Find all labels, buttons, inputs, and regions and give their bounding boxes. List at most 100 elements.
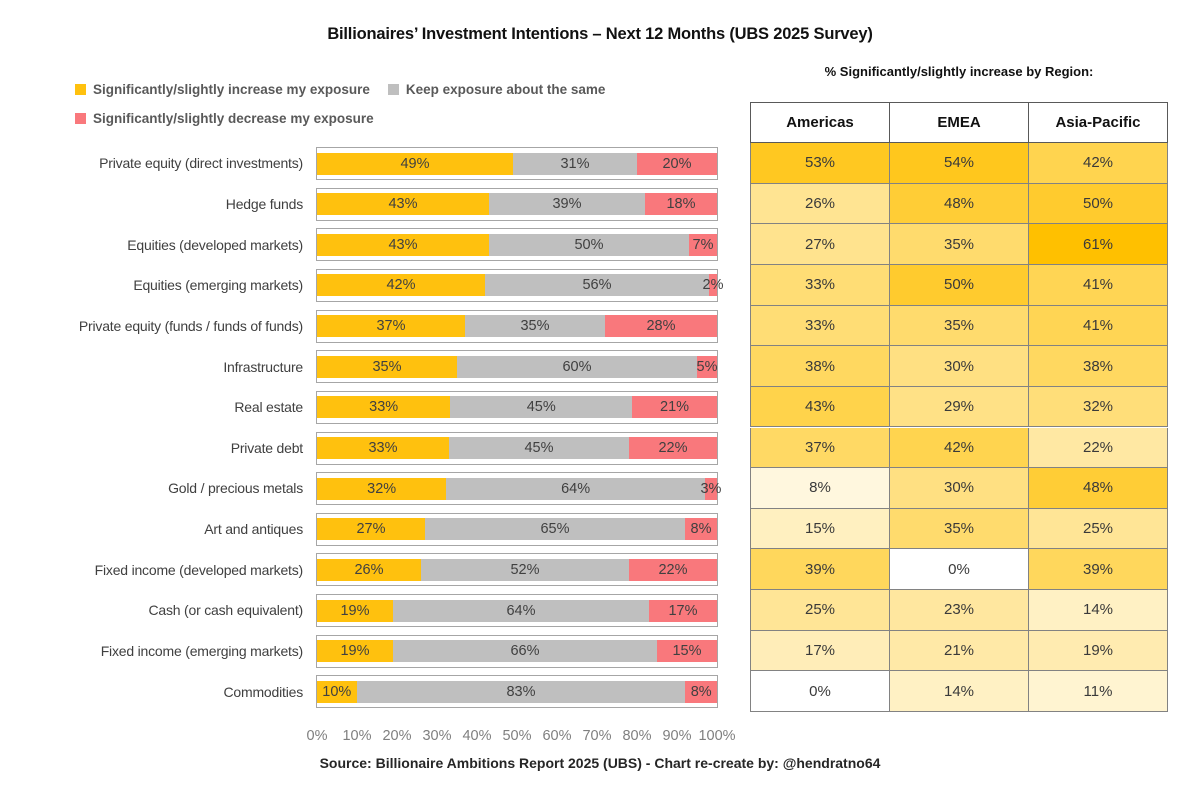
bar-segment-decrease: 20%	[637, 152, 717, 175]
region-cell-asia-pacific: 61%	[1029, 224, 1168, 265]
region-cell-asia-pacific: 50%	[1029, 183, 1168, 225]
bar-segment-decrease: 22%	[629, 558, 717, 581]
bar-value-label: 43%	[388, 196, 418, 213]
bar-value-label: 39%	[552, 196, 582, 213]
bar-track: 33% 45% 21%	[317, 396, 717, 419]
bar-segment-decrease: 8%	[685, 518, 717, 541]
region-cell-americas: 53%	[750, 143, 890, 184]
category-label: Hedge funds	[225, 195, 303, 212]
chart-row: Fixed income (emerging markets) 19% 66% …	[0, 630, 1200, 672]
region-cell-emea: 42%	[890, 427, 1029, 469]
stacked-bar: 43% 50% 7%	[316, 228, 718, 262]
category-label: Fixed income (emerging markets)	[100, 643, 304, 660]
bar-segment-increase: 33%	[317, 396, 451, 419]
region-column-header: EMEA	[889, 102, 1028, 143]
bar-value-label: 28%	[646, 318, 676, 335]
bar-value-label: 50%	[574, 236, 604, 253]
category-label: Fixed income (developed markets)	[94, 561, 304, 578]
region-cell-emea: 29%	[890, 386, 1029, 428]
region-cell-americas: 0%	[750, 671, 890, 712]
bar-value-label: 26%	[354, 561, 384, 578]
bar-segment-same: 64%	[393, 599, 649, 622]
bar-segment-increase: 26%	[317, 558, 421, 581]
stacked-bar: 19% 66% 15%	[316, 634, 718, 668]
bar-value-label: 19%	[340, 602, 370, 619]
bar-segment-same: 39%	[489, 193, 645, 216]
chart-row: Fixed income (developed markets) 26% 52%…	[0, 549, 1200, 591]
bar-value-label: 64%	[506, 602, 536, 619]
region-cells: 26% 48% 50%	[750, 183, 1168, 225]
bar-value-label: 7%	[692, 236, 714, 253]
bar-value-label: 35%	[520, 318, 550, 335]
region-cells: 43% 29% 32%	[750, 386, 1168, 428]
category-label: Equities (emerging markets)	[133, 277, 303, 294]
bar-segment-same: 35%	[465, 315, 605, 338]
bar-segment-decrease: 18%	[645, 193, 717, 216]
region-table-title: % Significantly/slightly increase by Reg…	[824, 64, 1094, 79]
region-cells: 33% 50% 41%	[750, 264, 1168, 306]
bar-value-label: 21%	[660, 399, 690, 416]
bar-segment-same: 56%	[485, 274, 709, 297]
region-cell-emea: 35%	[890, 305, 1029, 347]
bar-value-label: 32%	[367, 480, 397, 497]
bar-segment-same: 52%	[421, 558, 629, 581]
bar-value-label: 27%	[356, 521, 386, 538]
region-cell-emea: 21%	[890, 630, 1029, 672]
bar-track: 10% 83% 8%	[317, 680, 718, 703]
bar-value-label: 31%	[560, 155, 590, 172]
region-table-header: Americas EMEA Asia-Pacific	[750, 102, 1168, 143]
bar-track: 26% 52% 22%	[317, 558, 717, 581]
region-column-header: Asia-Pacific	[1028, 102, 1168, 143]
stacked-bar: 32% 64% 3%	[316, 472, 722, 506]
bar-track: 35% 60% 5%	[317, 355, 717, 378]
stacked-bar: 49% 31% 20%	[316, 147, 718, 180]
x-axis-tick: 70%	[582, 728, 612, 744]
bar-track: 43% 39% 18%	[317, 193, 717, 216]
bar-segment-increase: 49%	[317, 152, 513, 175]
bar-segment-decrease: 2%	[703, 274, 723, 297]
bar-track: 19% 66% 15%	[317, 640, 717, 663]
source-note: Source: Billionaire Ambitions Report 202…	[319, 755, 881, 771]
bar-track: 43% 50% 7%	[317, 233, 717, 256]
bar-value-label: 8%	[690, 521, 712, 538]
bar-segment-same: 64%	[446, 477, 705, 500]
x-axis-tick: 40%	[462, 728, 492, 744]
bar-segment-increase: 35%	[317, 355, 457, 378]
chart-row: Equities (emerging markets) 42% 56% 2% 3…	[0, 264, 1200, 306]
region-cell-americas: 43%	[750, 386, 890, 428]
chart-row: Hedge funds 43% 39% 18% 26% 48% 50%	[0, 183, 1200, 225]
region-cell-americas: 26%	[750, 183, 890, 225]
chart-row: Equities (developed markets) 43% 50% 7% …	[0, 224, 1200, 265]
bar-value-label: 35%	[372, 358, 402, 375]
stacked-bar: 26% 52% 22%	[316, 553, 718, 587]
region-cells: 37% 42% 22%	[750, 427, 1168, 469]
region-cells: 25% 23% 14%	[750, 590, 1168, 631]
region-cell-americas: 8%	[750, 468, 890, 509]
bar-segment-same: 45%	[450, 396, 633, 419]
x-axis-tick: 80%	[622, 728, 652, 744]
bar-segment-decrease: 5%	[697, 355, 717, 378]
bar-segment-decrease: 22%	[629, 437, 717, 459]
region-cell-emea: 14%	[890, 671, 1029, 712]
region-cell-emea: 35%	[890, 508, 1029, 550]
region-cell-emea: 35%	[890, 224, 1029, 265]
region-cell-americas: 17%	[750, 630, 890, 672]
region-cell-asia-pacific: 42%	[1029, 143, 1168, 184]
bar-value-label: 3%	[700, 480, 722, 497]
region-cell-asia-pacific: 25%	[1029, 508, 1168, 550]
region-cells: 15% 35% 25%	[750, 508, 1168, 550]
chart-row: Infrastructure 35% 60% 5% 38% 30% 38%	[0, 346, 1200, 387]
region-cell-asia-pacific: 38%	[1029, 346, 1168, 387]
bar-value-label: 83%	[506, 683, 536, 700]
region-cell-asia-pacific: 22%	[1029, 427, 1168, 469]
bar-value-label: 8%	[690, 683, 712, 700]
bar-value-label: 56%	[582, 277, 612, 294]
bar-value-label: 43%	[388, 236, 418, 253]
bar-segment-increase: 19%	[317, 599, 393, 622]
legend-line-2: Significantly/slightly decrease my expos…	[75, 111, 605, 126]
legend-label-same: Keep exposure about the same	[405, 82, 606, 97]
bar-segment-decrease: 7%	[689, 233, 717, 256]
bar-value-label: 10%	[322, 683, 352, 700]
bar-value-label: 60%	[562, 358, 592, 375]
region-cell-americas: 38%	[750, 346, 890, 387]
